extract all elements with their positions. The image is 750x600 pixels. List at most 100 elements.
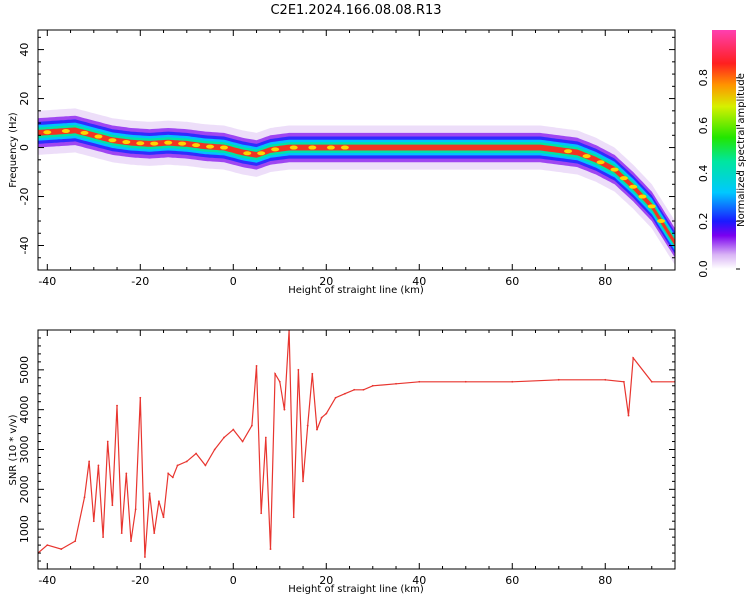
snr-point [418,380,421,383]
snr-point [213,448,216,451]
snr-point [120,532,123,535]
spec-ytick-label: -20 [18,188,31,206]
snr-point [353,388,356,391]
snr-point [278,380,281,383]
ridge-blob [164,140,173,145]
colorbar-ticks: 0.0 0.2 0.4 0.6 0.8 [697,69,740,278]
snr-point [130,540,132,543]
ridge-blob [647,204,656,209]
ridge-blob [340,145,349,150]
ridge-blob [564,149,573,154]
colorbar-label: Normalized spectral amplitude [736,73,747,227]
snr-point [334,396,337,399]
snr-point [622,380,625,383]
snr-point [171,476,174,479]
snr-point [60,548,63,550]
ridge-blob [206,144,215,149]
snr-ytick-label: 4000 [18,396,31,424]
spec-xtick-label: 80 [598,275,612,288]
ridge-blob [94,134,103,139]
snr-ytick-label: 2000 [18,475,31,503]
snr-point [371,384,374,387]
snr-point [106,440,109,443]
snr-xtick-label: 80 [598,574,612,587]
spec-xtick-label: 20 [319,275,333,288]
ridge-blob [326,145,335,150]
ridge-blob [43,130,52,135]
snr-point [83,496,86,499]
snr-point [269,548,272,550]
ridge-blob [619,176,628,181]
ridge-blob [308,145,317,150]
snr-point [125,472,128,475]
snr-point [148,492,151,495]
snr-point [232,428,235,431]
snr-point [302,480,304,483]
ridge-blob [61,129,70,134]
snr-panel: -40 -20 0 20 40 60 80 5000 4000 3000 2000 1000 Heig… [8,329,676,595]
ridge-blob [150,141,159,146]
snr-ytick-label: 1000 [18,515,31,543]
spectrogram-xlabel: Height of straight line (km) [288,285,424,296]
snr-frame [37,329,676,570]
spec-xtick-label: 40 [412,275,426,288]
snr-point [343,392,346,395]
snr-point [297,368,300,371]
snr-point [153,532,156,535]
spectral-ridge-band [38,108,675,266]
spec-ytick-label: -40 [18,237,31,255]
spectrogram-panel: -40 -20 0 20 40 60 80 40 20 0 -20 -40 Height of str… [8,29,676,296]
snr-point [320,416,323,419]
ridge-blob [219,145,228,150]
colorbar-tick-label: 0.4 [697,165,710,183]
ridge-blob [192,143,201,148]
snr-point [292,516,295,519]
snr-point [74,540,77,543]
chart-title: C2E1.2024.166.08.08.R13 [270,3,441,18]
snr-xtick-label: -20 [131,574,149,587]
snr-point [185,460,188,463]
snr-point [316,428,318,431]
snr-point [88,460,91,463]
colorbar-gradient [712,30,736,269]
snr-xtick-label: 60 [505,574,519,587]
snr-point [604,378,607,381]
snr-point [283,408,286,411]
snr-point [97,464,100,467]
spec-ytick-label: 0 [18,144,31,151]
ridge-blob [629,184,638,189]
snr-point [274,372,277,375]
spec-xtick-label: 60 [505,275,519,288]
colorbar: 0.0 0.2 0.4 0.6 0.8 Normalized spectral ampl… [697,30,747,278]
spec-ytick-label: 40 [18,43,31,57]
snr-point [102,536,104,539]
snr-point [139,396,142,399]
snr-point [511,380,514,383]
colorbar-tick-label: 0.0 [697,260,710,278]
snr-point [195,452,197,455]
snr-plot-area [38,330,675,569]
snr-point [557,378,560,381]
snr-point [111,504,114,507]
snr-point [157,500,160,503]
snr-point [650,380,653,383]
ridge-blob [638,194,647,199]
ridge-blob [243,151,252,156]
colorbar-tick-label: 0.8 [697,69,710,87]
snr-xlabel: Height of straight line (km) [288,584,424,595]
snr-point [167,472,170,475]
colorbar-tick-label: 0.2 [697,212,710,230]
spec-xtick-label: -20 [131,275,149,288]
snr-point [311,372,314,375]
ridge-blob [257,151,266,156]
snr-point [223,436,225,439]
snr-point [241,440,244,443]
snr-point [627,414,630,417]
colorbar-tick-label: 0.6 [697,117,710,135]
snr-point [162,516,165,519]
snr-point [395,382,397,385]
ridge-layer-5 [38,127,675,246]
snr-point [632,356,635,359]
ridge-blob [610,167,619,172]
